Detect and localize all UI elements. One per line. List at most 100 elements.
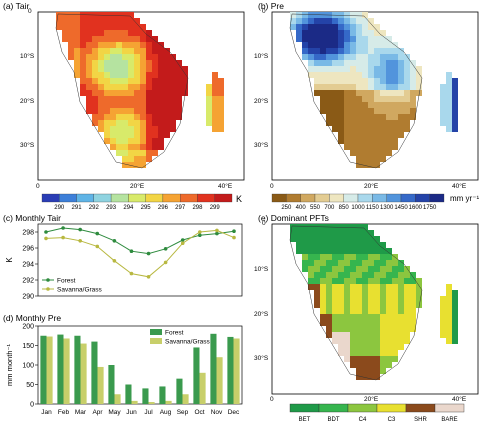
grid-cell [344,114,350,120]
grid-cell [104,126,110,132]
grid-cell [326,102,332,108]
grid-cell [122,156,128,162]
grid-cell [344,296,350,302]
grid-cell [350,78,356,84]
grid-cell [344,126,350,132]
colorbar-swatch [329,193,344,203]
grid-cell [368,236,374,242]
grid-cell [218,78,224,84]
colorbar-label: 1000 [351,205,365,211]
grid-cell [440,90,446,96]
grid-cell [140,72,146,78]
grid-cell [362,254,368,260]
grid-cell [368,54,374,60]
grid-cell [140,48,146,54]
grid-cell [350,284,356,290]
grid-cell [146,30,152,36]
grid-cell [302,30,308,36]
grid-cell [104,60,110,66]
grid-cell [308,236,314,242]
grid-cell [320,242,326,248]
grid-cell [398,266,404,272]
panel-b-title: (b) Pre [258,1,284,11]
grid-cell [386,332,392,338]
grid-cell [380,132,386,138]
grid-cell [446,120,452,126]
colorbar-swatch [357,193,373,203]
data-point [163,260,168,265]
grid-cell [386,260,392,266]
grid-cell [380,42,386,48]
grid-cell [128,72,134,78]
grid-cell [140,30,146,36]
grid-cell [92,18,98,24]
grid-cell [170,114,176,120]
grid-cell [368,72,374,78]
grid-cell [392,90,398,96]
grid-cell [164,114,170,120]
grid-cell [362,150,368,156]
grid-cell [350,230,356,236]
grid-cell [368,278,374,284]
grid-cell [374,156,380,162]
grid-cell [206,84,212,90]
grid-cell [68,48,74,54]
grid-cell [344,254,350,260]
grid-cell [344,236,350,242]
grid-cell [440,108,446,114]
grid-cell [146,150,152,156]
grid-cell [98,108,104,114]
bar-savanna [199,372,206,404]
grid-cell [332,272,338,278]
grid-cell [350,72,356,78]
grid-cell [332,24,338,30]
grid-cell [212,78,218,84]
grid-cell [92,48,98,54]
grid-cell [122,150,128,156]
grid-cell [356,266,362,272]
grid-cell [386,114,392,120]
grid-cell [134,138,140,144]
grid-cell [104,48,110,54]
grid-cell [344,132,350,138]
data-point [215,228,219,233]
legend-label: Forest [165,330,184,337]
grid-cell [212,72,218,78]
grid-cell [386,290,392,296]
grid-cell [362,284,368,290]
grid-cell [374,102,380,108]
grid-cell [380,120,386,126]
grid-cell [404,90,410,96]
grid-cell [410,78,416,84]
grid-cell [398,84,404,90]
grid-cell [158,78,164,84]
colorbar-swatch [386,193,402,203]
data-point [44,236,48,241]
grid-cell [380,48,386,54]
monthly-pre-chart: 0 50 100 150 200 mm month⁻¹ Jan Feb Mar Apr May Jun… [5,324,243,416]
grid-cell [332,48,338,54]
bar-savanna [165,400,172,404]
grid-cell [326,326,332,332]
grid-cell [326,78,332,84]
grid-cell [344,242,350,248]
grid-cell [392,338,398,344]
grid-cell [92,96,98,102]
lat-tick: 30°S [254,142,269,149]
grid-cell [134,66,140,72]
grid-cell [446,114,452,120]
grid-cell [338,108,344,114]
grid-cell [116,36,122,42]
grid-cell [104,114,110,120]
bar-forest [210,333,217,404]
grid-cell [326,296,332,302]
grid-cell [404,78,410,84]
grid-cell [368,156,374,162]
grid-cell [356,30,362,36]
grid-cell [380,72,386,78]
grid-cell [446,78,452,84]
colorbar-label: 400 [295,205,306,211]
grid-cell [392,272,398,278]
colorbar-swatch [271,193,287,203]
grid-cell [158,132,164,138]
